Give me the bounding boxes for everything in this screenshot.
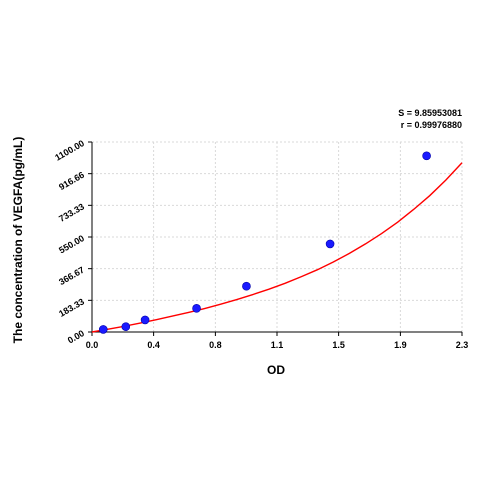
- ticks: 0.0 0.4 0.8 1.1 1.5 1.9 2.3 0.00 183.33 366.67 550…: [53, 138, 468, 350]
- x-tick-label: 2.3: [456, 340, 469, 350]
- x-tick-label: 1.1: [271, 340, 284, 350]
- x-tick-label: 0.0: [86, 340, 99, 350]
- y-tick-label: 366.67: [57, 265, 86, 287]
- data-point: [98, 325, 108, 334]
- y-tick-label: 916.66: [57, 170, 86, 192]
- x-axis-title: OD: [267, 363, 285, 377]
- grid: [92, 141, 463, 332]
- data-point: [422, 151, 431, 161]
- x-tick-label: 1.9: [394, 340, 407, 350]
- y-tick-label: 733.33: [57, 201, 86, 223]
- data-point: [192, 304, 201, 313]
- y-tick-label: 1100.00: [53, 138, 86, 163]
- data-points-layer: [98, 151, 431, 334]
- x-tick-label: 0.4: [147, 340, 160, 350]
- fit-curve-layer: [91, 162, 463, 333]
- x-tick-label: 0.8: [209, 340, 222, 350]
- x-tick-label: 1.5: [332, 340, 345, 350]
- y-tick-label: 0.00: [66, 328, 86, 345]
- stat-s: S = 9.85953081: [398, 108, 462, 118]
- data-point: [140, 315, 150, 325]
- data-point: [121, 322, 131, 331]
- stat-r: r = 0.99976880: [401, 120, 462, 130]
- data-point: [242, 281, 251, 291]
- fit-curve: [91, 162, 463, 333]
- y-tick-label: 183.33: [57, 296, 86, 318]
- data-point: [325, 239, 335, 249]
- y-axis-title: The concentration of VEGFA(pg/mL): [11, 137, 25, 344]
- y-tick-label: 550.00: [57, 233, 86, 255]
